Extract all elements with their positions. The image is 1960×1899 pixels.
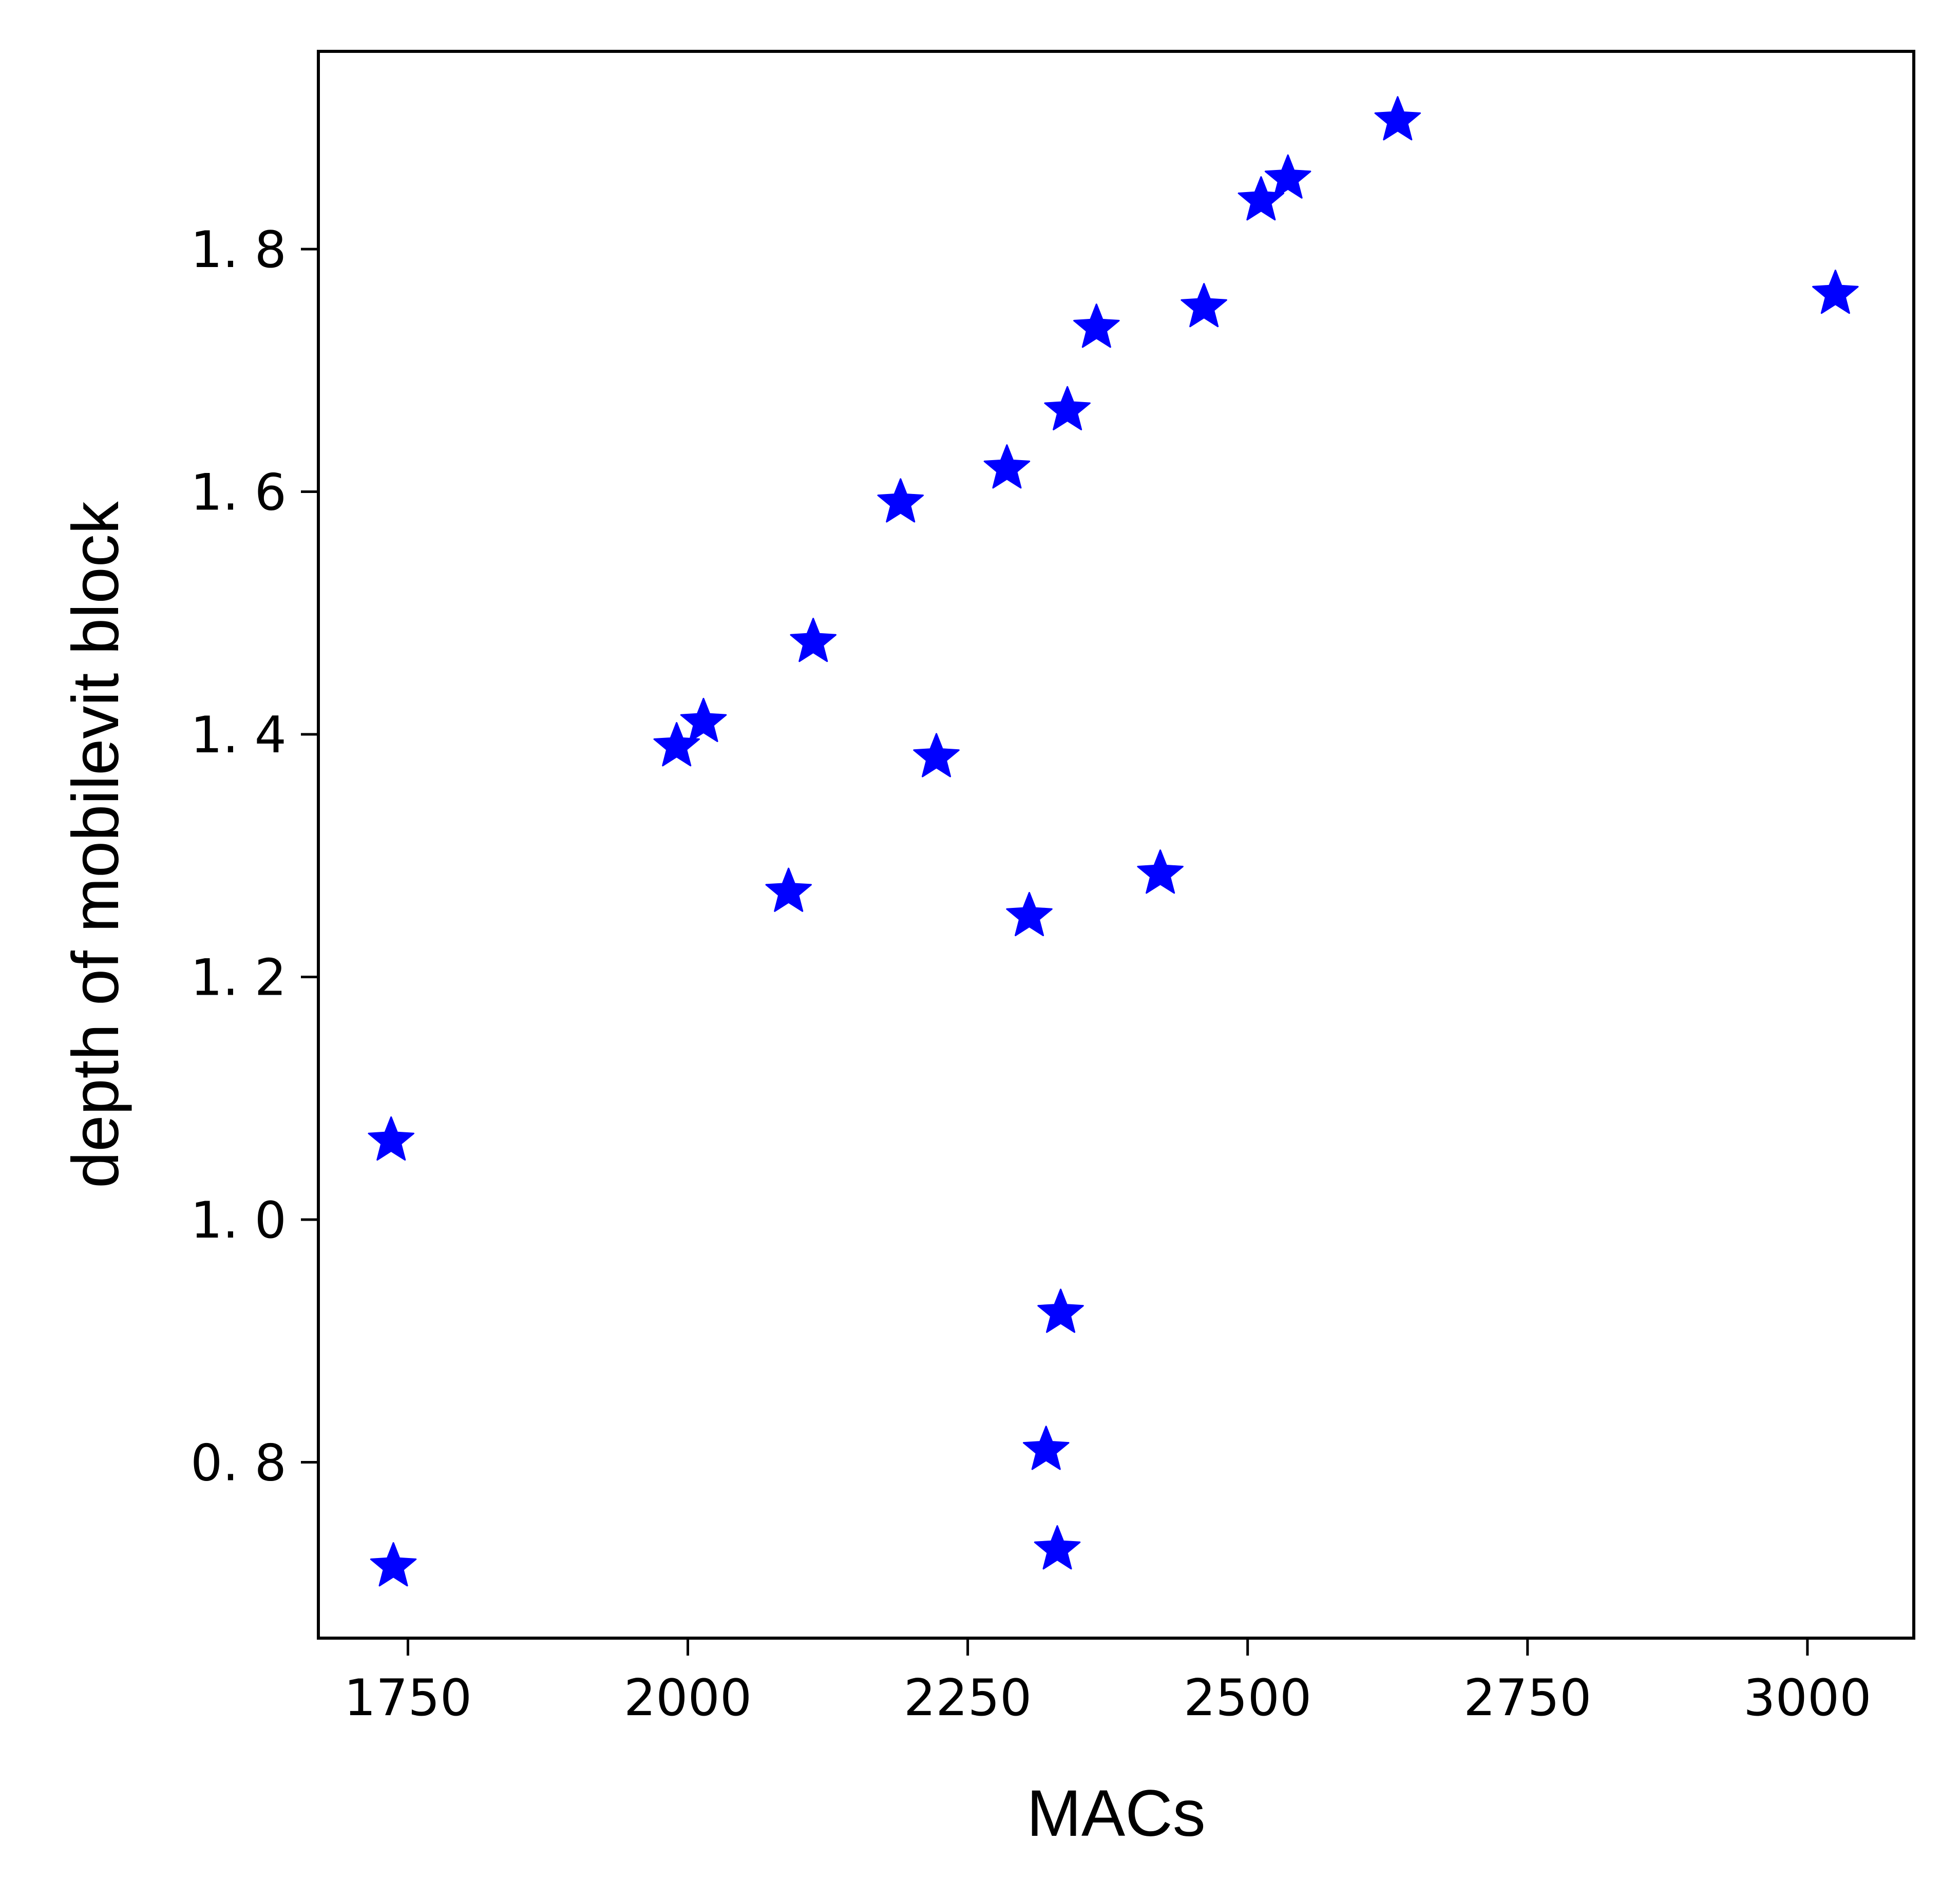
x-tick-label: 2250 <box>904 1669 1032 1727</box>
data-point <box>877 478 924 523</box>
data-point <box>983 444 1031 489</box>
data-point <box>1812 270 1859 314</box>
data-point <box>1137 849 1184 894</box>
x-tick-label: 2750 <box>1463 1669 1591 1727</box>
data-point <box>1023 1426 1070 1470</box>
data-point <box>913 733 960 777</box>
data-point <box>1374 96 1421 141</box>
points-layer <box>368 96 1859 1587</box>
data-point <box>1073 303 1120 348</box>
data-point <box>765 867 812 912</box>
x-tick-label: 2500 <box>1184 1669 1311 1727</box>
y-tick-label: 0. 8 <box>191 1434 287 1492</box>
data-point <box>370 1542 417 1587</box>
y-axis-label: depth of mobilevit block <box>59 501 132 1188</box>
data-point <box>1006 891 1053 937</box>
x-tick-label: 2000 <box>624 1669 752 1727</box>
data-point <box>680 697 727 743</box>
y-tick-label: 1. 2 <box>191 949 287 1008</box>
x-tick-label: 1750 <box>344 1669 472 1727</box>
data-point <box>790 618 836 662</box>
y-tick-label: 1. 6 <box>191 464 287 522</box>
ticks-layer: 1750 2000 2250 2500 2750 3000 0. 8 1. 0 1. 2 1. 4… <box>191 221 1872 1727</box>
data-point <box>1264 154 1311 199</box>
data-point <box>1034 1525 1081 1570</box>
data-point <box>1181 283 1227 328</box>
y-tick-label: 1. 8 <box>191 221 287 279</box>
data-point <box>1044 386 1091 430</box>
data-point <box>1037 1288 1084 1333</box>
x-axis-label: MACs <box>1026 1777 1205 1850</box>
x-tick-label: 3000 <box>1743 1669 1871 1727</box>
y-tick-label: 1. 4 <box>191 706 287 765</box>
plot-frame <box>317 50 1915 1640</box>
data-point <box>368 1116 414 1161</box>
y-tick-label: 1. 0 <box>191 1191 287 1250</box>
